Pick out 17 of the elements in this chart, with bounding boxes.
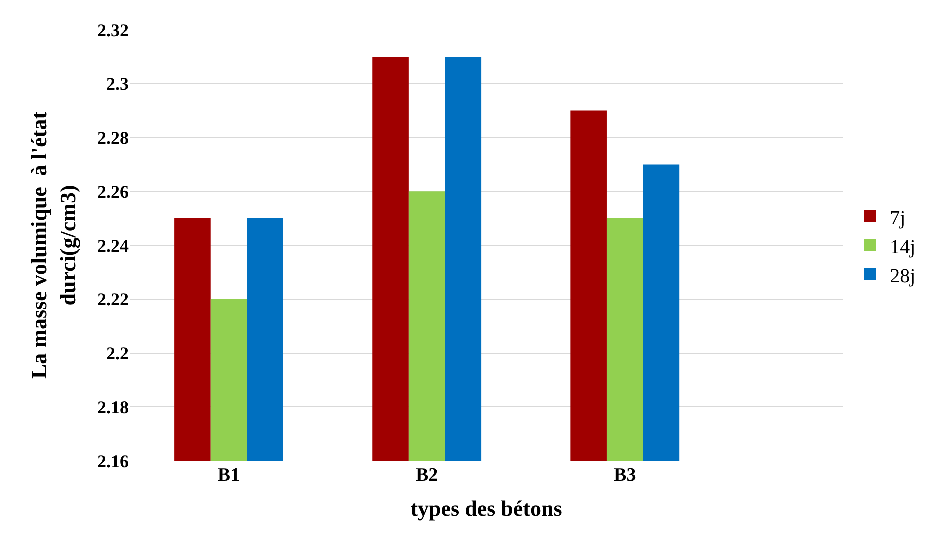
y-tick-label: 2.18 xyxy=(98,397,129,418)
x-tick-label: B1 xyxy=(218,465,240,486)
y-tick-label: 2.32 xyxy=(98,20,129,40)
y-tick-label: 2.3 xyxy=(106,74,129,94)
legend-label: 28j xyxy=(890,265,916,288)
x-tick-label: B2 xyxy=(416,465,438,486)
x-tick-label: B3 xyxy=(614,465,636,486)
y-axis-title: La masse volumique à l'état durci(g/cm3) xyxy=(26,111,80,380)
y-tick-label: 2.2 xyxy=(106,344,129,364)
y-tick-label: 2.24 xyxy=(98,236,129,256)
y-tick-label: 2.16 xyxy=(98,451,129,472)
legend-label: 7j xyxy=(890,207,906,230)
legend-label: 14j xyxy=(890,236,916,258)
y-tick-label: 2.26 xyxy=(98,182,129,202)
y-tick-label: 2.22 xyxy=(98,290,129,310)
y-tick-label: 2.28 xyxy=(98,128,129,148)
x-axis-title: types des bétons xyxy=(410,496,563,521)
